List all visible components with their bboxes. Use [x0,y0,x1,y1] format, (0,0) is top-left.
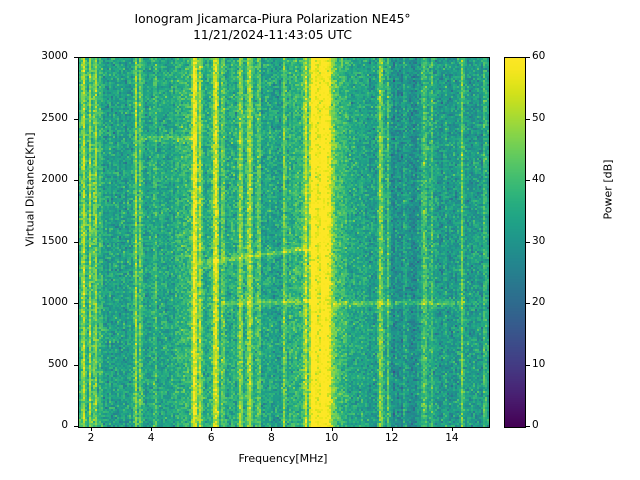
x-tick-mark [271,427,273,431]
y-tick-mark [74,426,78,427]
colorbar-tick-mark [526,57,530,58]
x-tick-label: 10 [324,432,339,444]
y-tick-mark [74,303,78,304]
y-tick-label: 1000 [41,296,68,308]
x-tick-label: 6 [207,432,215,444]
x-tick-label: 8 [268,432,275,444]
x-tick-label: 4 [147,432,155,444]
y-tick-label: 1500 [41,234,68,247]
x-tick-mark [451,427,453,431]
colorbar-tick-label: 30 [532,234,546,247]
x-tick-label: 12 [385,432,399,444]
x-tick-label: 2 [87,432,95,444]
x-tick-label: 14 [445,432,459,444]
figure-title: Ionogram Jicamarca-Piura Polarization NE… [134,12,411,42]
colorbar-tick-mark [526,303,530,304]
x-tick-mark [391,427,393,431]
y-tick-mark [74,57,78,58]
y-tick-label: 2000 [41,173,68,185]
x-tick-mark [211,427,213,431]
ionogram-heatmap [79,58,489,427]
y-tick-label: 2500 [41,111,68,124]
x-tick-mark [331,427,333,431]
colorbar [504,57,526,428]
y-tick-mark [74,364,78,366]
y-tick-label: 3000 [41,50,68,62]
colorbar-gradient [505,58,525,427]
x-tick-mark [90,427,92,431]
colorbar-tick-label: 20 [532,296,546,308]
colorbar-tick-mark [526,426,530,427]
colorbar-tick-mark [526,118,530,120]
x-axis-label: Frequency[MHz] [238,452,328,465]
colorbar-tick-label: 40 [532,173,546,185]
y-tick-label: 0 [61,419,68,431]
y-tick-mark [74,118,78,120]
y-tick-mark [74,180,78,181]
ionogram-axes [78,57,490,428]
x-tick-mark [151,427,153,431]
colorbar-label: Power [dB] [601,159,615,220]
colorbar-tick-mark [526,364,530,366]
colorbar-tick-label: 60 [532,50,546,62]
colorbar-tick-label: 10 [532,357,546,370]
colorbar-tick-label: 50 [532,111,546,124]
y-tick-mark [74,241,78,243]
colorbar-tick-mark [526,180,530,181]
colorbar-tick-mark [526,241,530,243]
colorbar-tick-label: 0 [532,419,539,431]
y-axis-label: Virtual Distance[Km] [23,132,37,247]
y-tick-label: 500 [47,357,68,370]
